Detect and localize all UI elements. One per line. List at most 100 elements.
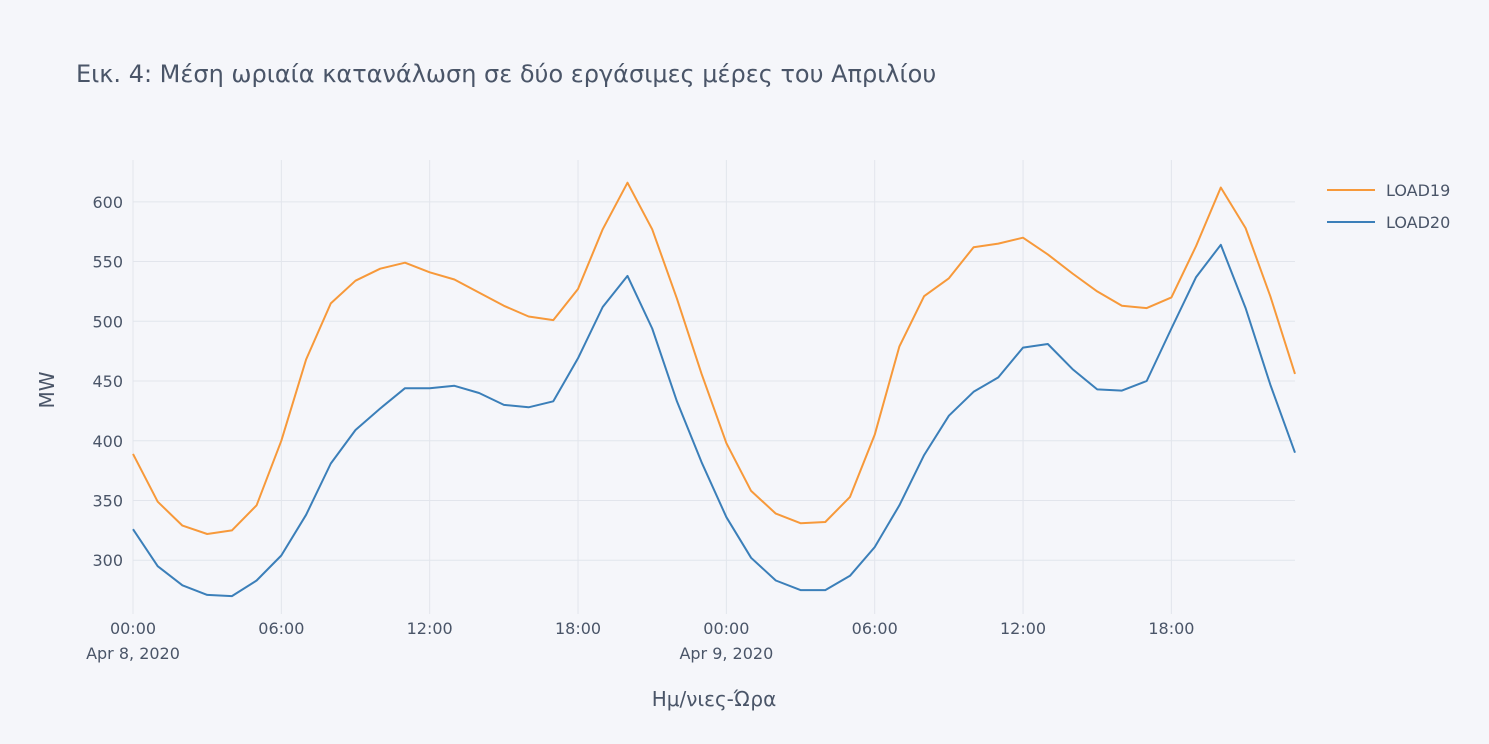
data-point xyxy=(948,277,950,279)
data-point xyxy=(157,565,159,567)
x-tick-label: 18:00 xyxy=(555,619,601,638)
data-point xyxy=(330,302,332,304)
x-tick-date-label: Apr 9, 2020 xyxy=(679,644,773,663)
series-lines xyxy=(132,181,1296,598)
data-point xyxy=(181,584,183,586)
data-point xyxy=(429,387,431,389)
y-tick-label: 600 xyxy=(92,193,123,212)
data-point xyxy=(1245,227,1247,229)
chart-title: Εικ. 4: Μέση ωριαία κατανάλωση σε δύο ερ… xyxy=(76,60,936,88)
data-point xyxy=(305,514,307,516)
data-point xyxy=(453,385,455,387)
data-point xyxy=(701,373,703,375)
data-point xyxy=(404,387,406,389)
legend-label: LOAD20 xyxy=(1386,213,1450,232)
data-point xyxy=(701,461,703,463)
data-point xyxy=(231,595,233,597)
data-point xyxy=(132,528,134,530)
data-point xyxy=(231,529,233,531)
y-tick-label: 350 xyxy=(92,492,123,511)
data-point xyxy=(355,429,357,431)
data-point xyxy=(528,406,530,408)
data-point xyxy=(849,496,851,498)
data-point xyxy=(256,580,258,582)
legend-item-load20[interactable]: LOAD20 xyxy=(1327,213,1450,232)
series-line-load19 xyxy=(132,181,1296,535)
data-point xyxy=(453,278,455,280)
data-point xyxy=(824,521,826,523)
data-point xyxy=(1195,245,1197,247)
data-point xyxy=(577,288,579,290)
data-point xyxy=(725,516,727,518)
data-point xyxy=(305,359,307,361)
data-point xyxy=(157,501,159,503)
data-point xyxy=(552,400,554,402)
data-point xyxy=(824,589,826,591)
data-point xyxy=(132,453,134,455)
y-tick-label: 550 xyxy=(92,253,123,272)
data-point xyxy=(552,319,554,321)
data-point xyxy=(997,243,999,245)
x-tick-label: 12:00 xyxy=(1000,619,1046,638)
data-point xyxy=(1220,244,1222,246)
data-point xyxy=(206,594,208,596)
gridlines xyxy=(132,160,1295,614)
data-point xyxy=(1146,380,1148,382)
data-point xyxy=(1047,343,1049,345)
data-point xyxy=(849,575,851,577)
data-point xyxy=(1269,295,1271,297)
data-point xyxy=(626,182,628,184)
data-point xyxy=(750,557,752,559)
data-point xyxy=(1071,273,1073,275)
data-point xyxy=(379,268,381,270)
data-point xyxy=(181,525,183,527)
x-tick-label: 12:00 xyxy=(407,619,453,638)
data-point xyxy=(923,295,925,297)
data-point xyxy=(1294,373,1296,375)
data-point xyxy=(1047,253,1049,255)
data-point xyxy=(898,345,900,347)
y-tick-label: 300 xyxy=(92,551,123,570)
data-point xyxy=(1121,305,1123,307)
y-tick-label: 450 xyxy=(92,372,123,391)
data-point xyxy=(948,415,950,417)
series-line-load20 xyxy=(132,243,1296,598)
data-point xyxy=(1195,276,1197,278)
data-point xyxy=(1245,307,1247,309)
data-point xyxy=(725,442,727,444)
data-point xyxy=(651,228,653,230)
data-point xyxy=(1294,452,1296,454)
x-tick-label: 06:00 xyxy=(258,619,304,638)
series-points-load20 xyxy=(132,244,1296,597)
data-point xyxy=(429,271,431,273)
data-point xyxy=(1121,390,1123,392)
data-point xyxy=(602,306,604,308)
data-point xyxy=(800,589,802,591)
data-point xyxy=(478,292,480,294)
data-point xyxy=(775,580,777,582)
data-point xyxy=(973,391,975,393)
data-point xyxy=(503,404,505,406)
data-point xyxy=(626,275,628,277)
data-point xyxy=(651,327,653,329)
data-point xyxy=(379,408,381,410)
data-point xyxy=(874,546,876,548)
y-tick-label: 500 xyxy=(92,312,123,331)
y-axis-title: MW xyxy=(35,371,59,408)
y-tick-label: 400 xyxy=(92,432,123,451)
x-tick-label: 00:00 xyxy=(703,619,749,638)
x-tick-label: 06:00 xyxy=(852,619,898,638)
data-point xyxy=(1146,307,1148,309)
data-point xyxy=(528,316,530,318)
data-point xyxy=(775,513,777,515)
data-point xyxy=(577,357,579,359)
x-tick-label: 00:00 xyxy=(110,619,156,638)
x-tick-date-label: Apr 8, 2020 xyxy=(86,644,180,663)
legend-item-load19[interactable]: LOAD19 xyxy=(1327,181,1450,200)
data-point xyxy=(1022,237,1024,239)
x-tick-label: 18:00 xyxy=(1148,619,1194,638)
data-point xyxy=(503,305,505,307)
data-point xyxy=(280,554,282,556)
data-point xyxy=(800,522,802,524)
